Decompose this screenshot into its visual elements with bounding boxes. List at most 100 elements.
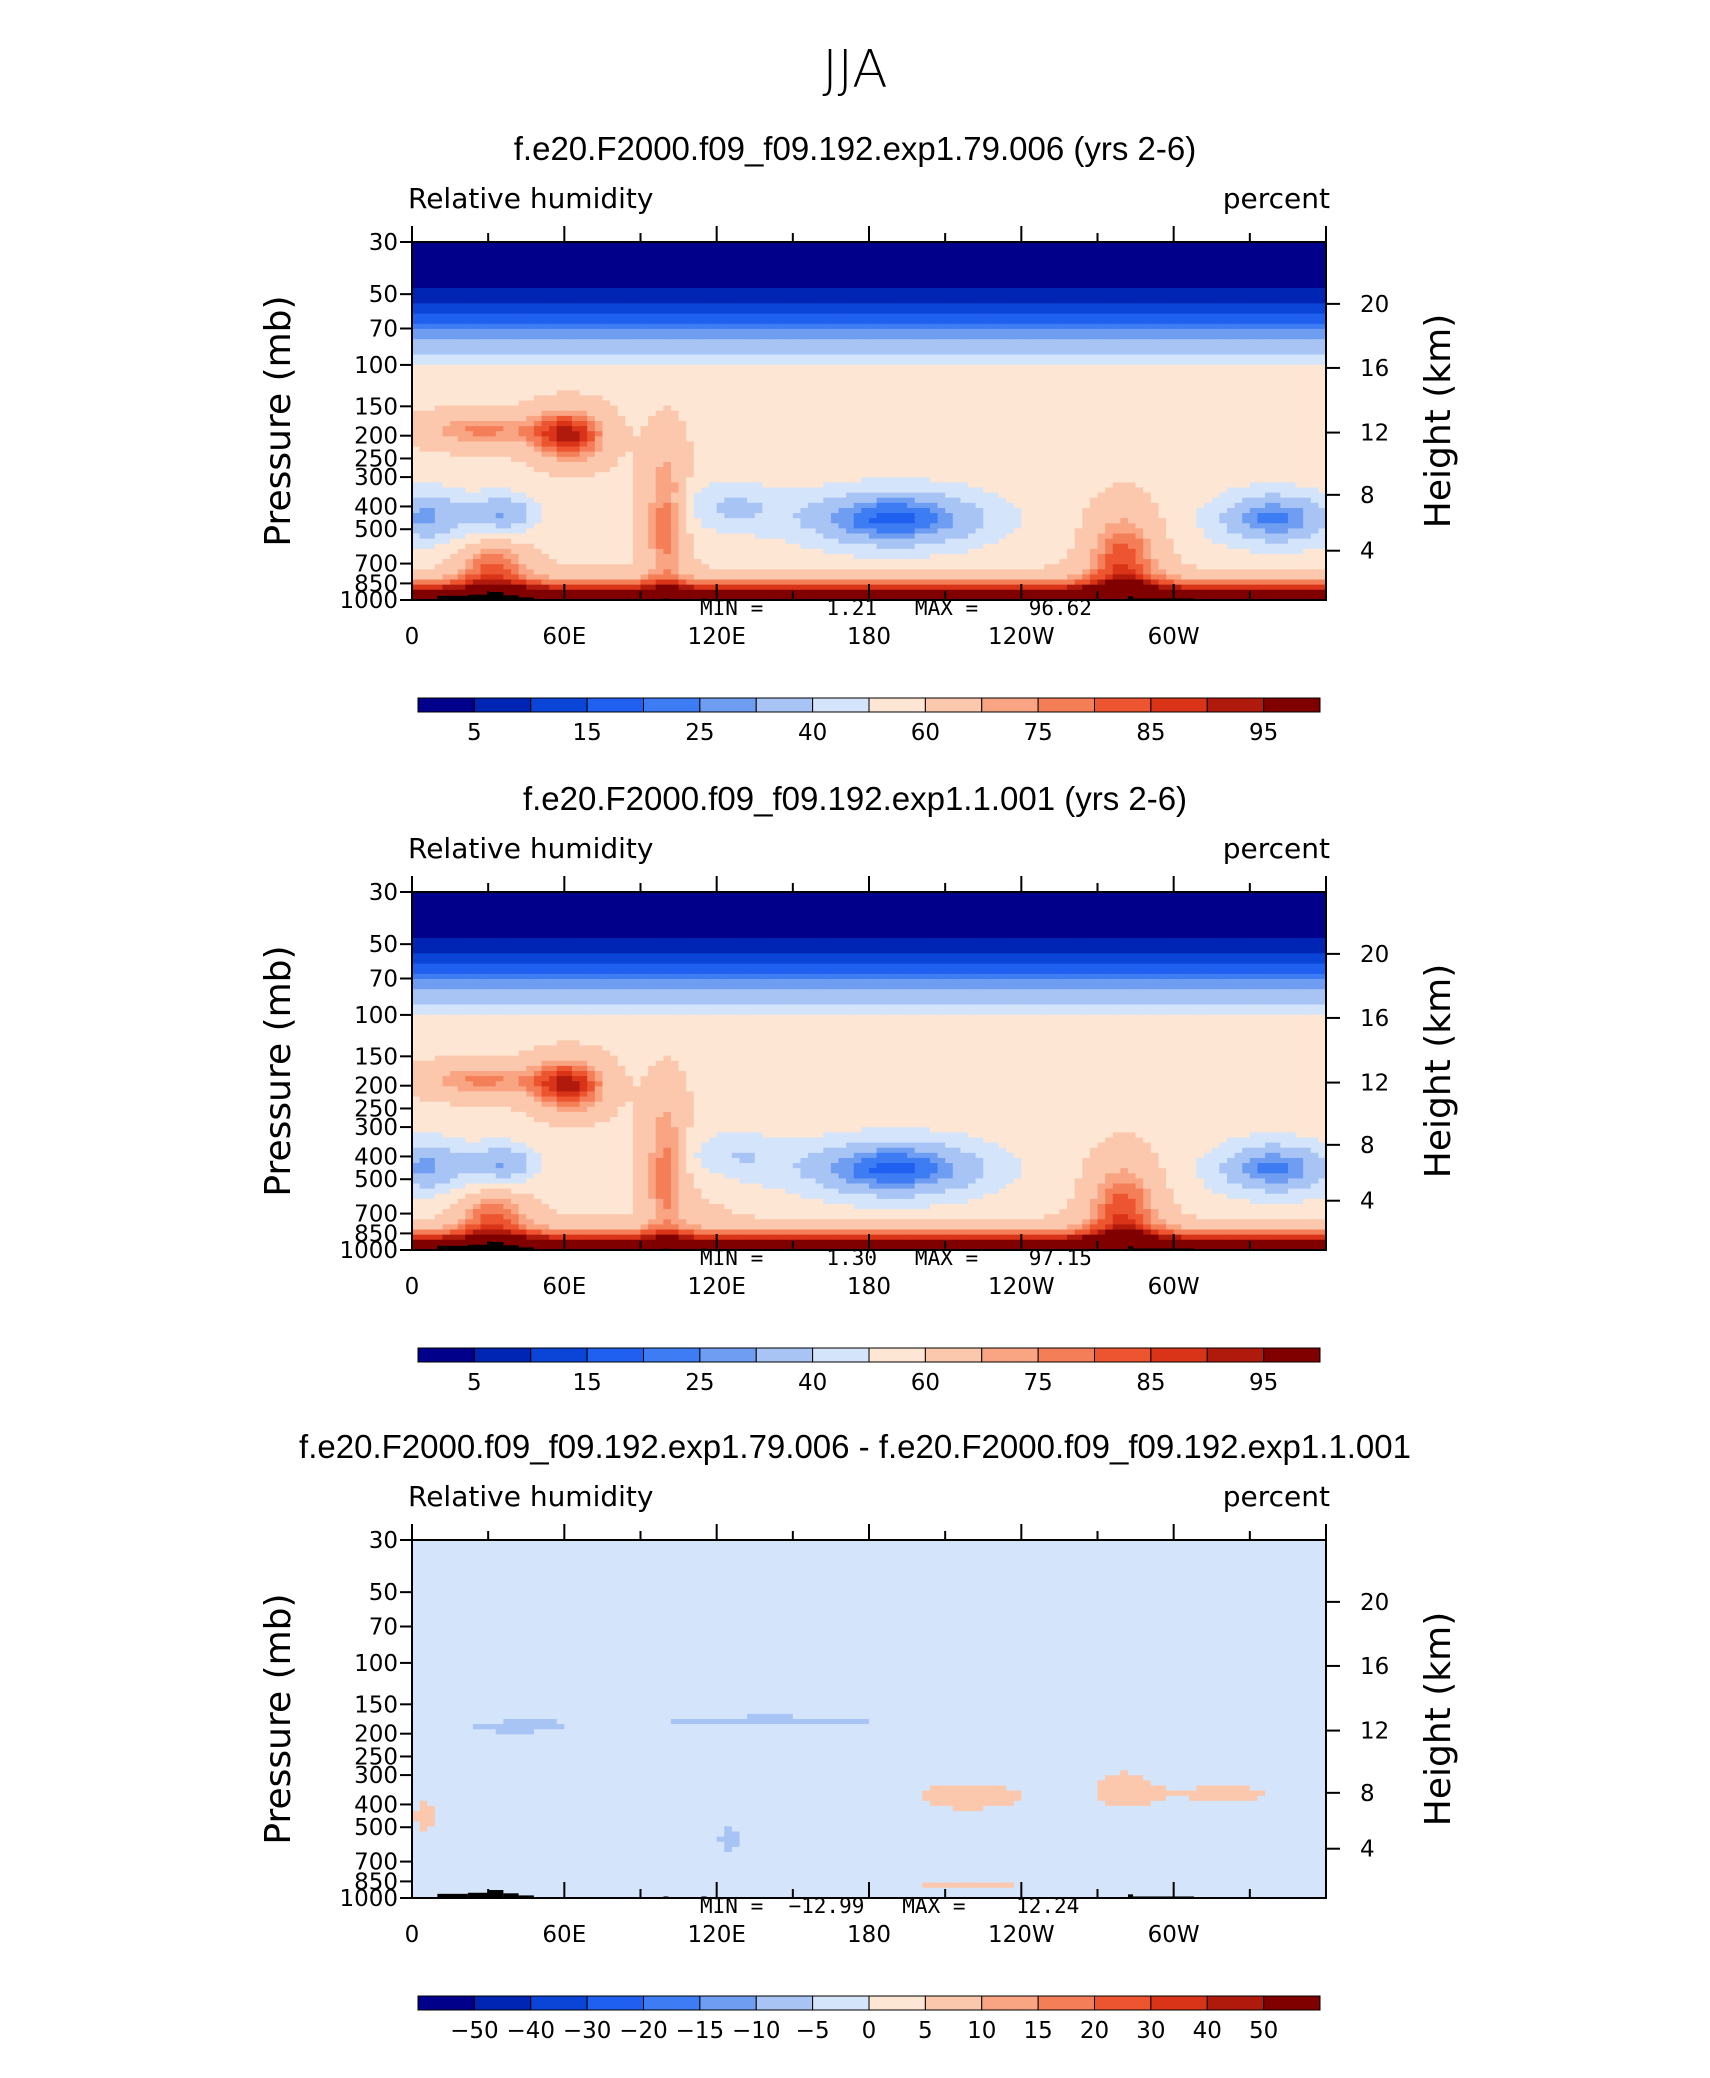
contour-cell — [1257, 344, 1266, 350]
contour-cell — [724, 349, 733, 356]
contour-cell — [823, 395, 832, 402]
contour-cell — [830, 349, 840, 356]
contour-cell — [1226, 318, 1236, 325]
contour-cell — [1272, 421, 1281, 427]
contour-cell — [792, 277, 802, 284]
contour-cell — [434, 344, 444, 350]
contour-cell — [556, 349, 565, 356]
contour-cell — [1067, 323, 1076, 330]
contour-cell — [1036, 339, 1045, 345]
contour-cell — [1067, 441, 1076, 448]
contour-cell — [1166, 364, 1175, 371]
contour-cell — [602, 282, 611, 289]
contour-cell — [693, 293, 703, 299]
contour-cell — [762, 400, 771, 407]
contour-cell — [1318, 252, 1327, 258]
contour-cell — [556, 344, 565, 350]
contour-cell — [511, 380, 520, 386]
contour-cell — [1127, 313, 1137, 320]
contour-cell — [1135, 328, 1144, 335]
contour-cell — [1021, 431, 1030, 437]
contour-cell — [450, 313, 459, 320]
contour-cell — [815, 436, 824, 443]
contour-cell — [693, 262, 703, 269]
contour-cell — [815, 288, 824, 294]
contour-cell — [617, 374, 626, 381]
contour-cell — [907, 410, 916, 417]
contour-cell — [1280, 374, 1289, 381]
contour-cell — [663, 242, 672, 248]
contour-cell — [990, 252, 1000, 258]
contour-cell — [907, 252, 916, 258]
contour-cell — [1021, 282, 1030, 289]
contour-cell — [1272, 277, 1281, 284]
contour-cell — [1097, 364, 1106, 371]
contour-cell — [693, 446, 703, 453]
contour-cell — [556, 328, 565, 335]
contour-cell — [594, 451, 604, 458]
contour-cell — [998, 242, 1007, 248]
contour-cell — [1234, 272, 1243, 279]
contour-cell — [716, 282, 725, 289]
contour-cell — [716, 369, 725, 376]
contour-cell — [1234, 308, 1243, 315]
contour-cell — [739, 303, 748, 310]
contour-cell — [488, 293, 497, 299]
contour-cell — [1082, 247, 1091, 253]
contour-cell — [1226, 313, 1236, 320]
contour-cell — [769, 267, 779, 274]
contour-cell — [1112, 441, 1121, 448]
contour-cell — [990, 267, 1000, 274]
contour-cell — [739, 380, 748, 386]
contour-cell — [884, 252, 893, 258]
contour-cell — [945, 385, 954, 391]
contour-cell — [914, 390, 923, 397]
contour-cell — [1226, 298, 1236, 304]
contour-cell — [556, 293, 565, 299]
contour-cell — [1166, 369, 1175, 376]
contour-cell — [952, 426, 961, 432]
contour-cell — [434, 441, 444, 448]
contour-cell — [876, 318, 885, 325]
contour-cell — [1173, 318, 1182, 325]
contour-cell — [526, 415, 535, 422]
contour-cell — [632, 339, 642, 345]
contour-cell — [1143, 410, 1152, 417]
contour-cell — [1272, 369, 1281, 376]
contour-cell — [442, 431, 451, 437]
contour-cell — [754, 400, 763, 407]
contour-cell — [1112, 359, 1121, 366]
contour-cell — [747, 293, 756, 299]
contour-cell — [876, 323, 885, 330]
contour-cell — [769, 369, 779, 376]
contour-cell — [1204, 272, 1213, 279]
contour-cell — [488, 395, 497, 402]
contour-cell — [1257, 303, 1266, 310]
contour-cell — [785, 323, 794, 330]
contour-cell — [1044, 421, 1053, 427]
contour-cell — [1051, 334, 1061, 340]
contour-cell — [739, 318, 748, 325]
contour-cell — [709, 385, 718, 391]
contour-cell — [1196, 308, 1205, 315]
contour-cell — [899, 431, 908, 437]
contour-cell — [1013, 369, 1022, 376]
contour-cell — [1280, 410, 1289, 417]
contour-cell — [472, 247, 482, 253]
contour-cell — [632, 318, 642, 325]
contour-cell — [1036, 415, 1045, 422]
contour-cell — [617, 328, 626, 335]
contour-cell — [792, 282, 802, 289]
contour-cell — [465, 431, 474, 437]
contour-cell — [602, 344, 611, 350]
contour-cell — [610, 277, 619, 284]
contour-cell — [945, 272, 954, 279]
contour-cell — [1181, 441, 1190, 448]
contour-cell — [876, 431, 885, 437]
contour-cell — [1021, 328, 1030, 335]
contour-cell — [617, 431, 626, 437]
contour-cell — [1287, 369, 1297, 376]
contour-cell — [1226, 277, 1236, 284]
contour-cell — [450, 277, 459, 284]
contour-cell — [1036, 446, 1045, 453]
